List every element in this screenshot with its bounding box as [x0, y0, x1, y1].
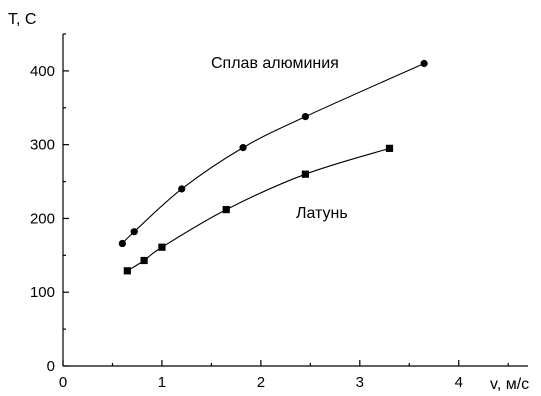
x-tick-label: 3	[356, 374, 364, 391]
series-curves	[121, 63, 425, 272]
y-tick-label: 200	[30, 210, 55, 227]
axes	[62, 34, 528, 367]
data-point	[178, 185, 186, 193]
series-line-0	[121, 63, 425, 244]
series-label-aluminum: Сплав алюминия	[211, 55, 339, 72]
x-tick-label: 4	[455, 374, 463, 391]
tick-labels: 0 100 200 300 400 0 1 2 3 4	[30, 63, 463, 391]
data-point	[301, 113, 309, 121]
y-tick-label: 0	[47, 358, 55, 375]
data-point	[385, 144, 394, 152]
data-point	[140, 256, 148, 265]
y-tick-label: 400	[30, 63, 55, 80]
x-tick-label: 0	[59, 374, 67, 391]
tick-marks	[62, 33, 509, 367]
series-markers	[118, 59, 428, 275]
x-axis-title: v, м/с	[490, 376, 529, 393]
series-label-brass: Латунь	[296, 205, 348, 222]
y-axis-title: T, C	[8, 11, 36, 28]
series-line-1	[127, 147, 390, 272]
data-point	[158, 243, 166, 251]
data-point	[420, 59, 428, 68]
y-tick-label: 300	[30, 137, 55, 154]
x-tick-label: 1	[158, 374, 166, 391]
x-tick-label: 2	[257, 374, 265, 391]
y-tick-label: 100	[30, 284, 55, 301]
data-point	[118, 239, 126, 248]
data-point	[130, 228, 138, 236]
data-point	[239, 144, 247, 152]
data-point	[301, 170, 309, 178]
data-point	[123, 267, 131, 275]
data-point	[222, 205, 230, 214]
